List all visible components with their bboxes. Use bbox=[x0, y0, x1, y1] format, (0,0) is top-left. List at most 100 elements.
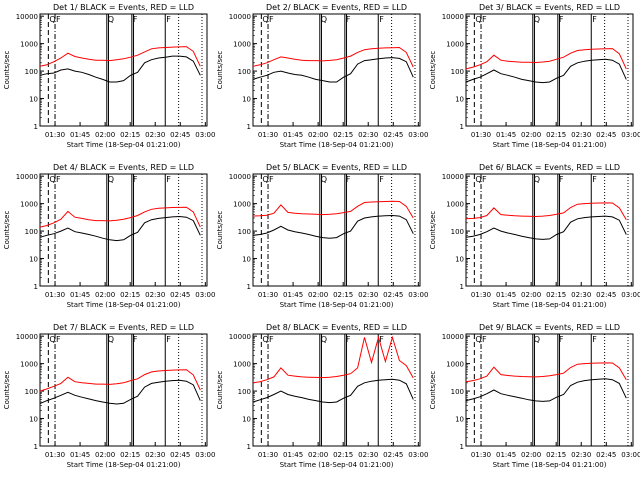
series-lld-line bbox=[252, 335, 414, 384]
y-tick-label: 1000 bbox=[233, 361, 251, 369]
y-tick-label: 100 bbox=[451, 68, 464, 76]
panel-det-5: Det 5/ BLACK = Events, RED = LLD 1 10 100 10… bbox=[216, 163, 428, 309]
flag-label: F bbox=[346, 175, 351, 184]
x-tick-label: 02:15 bbox=[120, 131, 140, 139]
y-tick-label: 1 bbox=[247, 443, 251, 451]
x-tick-label: 02:00 bbox=[95, 291, 115, 299]
x-tick-label: 01:45 bbox=[283, 451, 303, 459]
panel-title: Det 3/ BLACK = Events, RED = LLD bbox=[479, 3, 620, 12]
y-tick-label: 1 bbox=[247, 283, 251, 291]
x-tick-label: 02:15 bbox=[120, 291, 140, 299]
panel-det-3: Det 3/ BLACK = Events, RED = LLD 1 10 100 10… bbox=[429, 3, 640, 149]
y-tick-label: 10000 bbox=[16, 13, 38, 21]
series-events-line bbox=[39, 379, 201, 405]
flag-label: F bbox=[592, 335, 597, 344]
flag-label: F bbox=[482, 335, 487, 344]
series-events-line bbox=[39, 55, 201, 83]
y-axis-label: Counts/sec bbox=[3, 371, 11, 410]
flag-label: F bbox=[379, 335, 384, 344]
y-axis-label: Counts/sec bbox=[429, 51, 437, 90]
x-axis-label: Start Time (18-Sep-04 01:21:00) bbox=[493, 461, 607, 469]
flag-label: F bbox=[133, 15, 138, 24]
x-tick-label: 02:00 bbox=[521, 131, 541, 139]
x-tick-label: 01:30 bbox=[471, 131, 491, 139]
x-tick-label: 02:45 bbox=[383, 291, 403, 299]
x-tick-label: 02:15 bbox=[546, 131, 566, 139]
x-tick-label: 01:45 bbox=[70, 451, 90, 459]
x-tick-label: 01:30 bbox=[258, 291, 278, 299]
flag-label: F bbox=[269, 15, 274, 24]
panel-title: Det 4/ BLACK = Events, RED = LLD bbox=[53, 163, 194, 172]
flag-label: Q bbox=[321, 175, 327, 184]
y-tick-label: 100 bbox=[238, 68, 251, 76]
x-axis-label: Start Time (18-Sep-04 01:21:00) bbox=[67, 461, 181, 469]
x-tick-label: 03:00 bbox=[621, 131, 640, 139]
flag-label: F bbox=[379, 175, 384, 184]
plot-frame bbox=[39, 13, 208, 127]
panel-title: Det 8/ BLACK = Events, RED = LLD bbox=[266, 323, 407, 332]
flag-label: Q bbox=[49, 175, 55, 184]
x-tick-label: 02:30 bbox=[145, 291, 165, 299]
y-axis-label: Counts/sec bbox=[216, 51, 224, 90]
x-tick-label: 02:15 bbox=[333, 131, 353, 139]
x-tick-label: 02:00 bbox=[308, 451, 328, 459]
panel-det-2: Det 2/ BLACK = Events, RED = LLD 1 10 100 10… bbox=[216, 3, 428, 149]
x-tick-label: 03:00 bbox=[195, 451, 215, 459]
x-tick-label: 02:15 bbox=[333, 451, 353, 459]
y-axis-label: Counts/sec bbox=[3, 51, 11, 90]
x-tick-label: 02:00 bbox=[308, 291, 328, 299]
series-events-line bbox=[252, 214, 414, 239]
y-tick-label: 1000 bbox=[20, 201, 38, 209]
x-tick-label: 03:00 bbox=[621, 451, 640, 459]
x-axis-label: Start Time (18-Sep-04 01:21:00) bbox=[67, 301, 181, 309]
y-tick-label: 10 bbox=[242, 96, 251, 104]
flag-label: Q bbox=[262, 15, 268, 24]
plot-frame bbox=[465, 333, 634, 447]
x-tick-label: 02:30 bbox=[358, 131, 378, 139]
x-tick-label: 02:45 bbox=[596, 131, 616, 139]
flag-label: F bbox=[166, 175, 171, 184]
x-tick-label: 02:30 bbox=[571, 291, 591, 299]
y-tick-label: 1 bbox=[460, 283, 464, 291]
y-tick-label: 10 bbox=[29, 96, 38, 104]
series-events-line bbox=[465, 215, 627, 240]
flag-label: Q bbox=[321, 335, 327, 344]
series-lld-line bbox=[465, 202, 627, 220]
flag-label: Q bbox=[262, 335, 268, 344]
y-tick-label: 100 bbox=[451, 388, 464, 396]
x-tick-label: 01:30 bbox=[45, 451, 65, 459]
panel-det-8: Det 8/ BLACK = Events, RED = LLD 1 10 100 10… bbox=[216, 323, 428, 469]
y-tick-label: 10 bbox=[242, 256, 251, 264]
flag-label: F bbox=[269, 335, 274, 344]
series-lld-line bbox=[39, 46, 201, 67]
x-tick-label: 02:15 bbox=[546, 451, 566, 459]
x-axis-label: Start Time (18-Sep-04 01:21:00) bbox=[280, 141, 394, 149]
y-tick-label: 1 bbox=[34, 283, 38, 291]
y-tick-label: 1000 bbox=[233, 201, 251, 209]
panel-det-9: Det 9/ BLACK = Events, RED = LLD 1 10 100 10… bbox=[429, 323, 640, 469]
y-tick-label: 100 bbox=[451, 228, 464, 236]
series-events-line bbox=[39, 215, 201, 242]
flag-label: Q bbox=[534, 15, 540, 24]
series-events-line bbox=[465, 58, 627, 84]
y-tick-label: 1 bbox=[247, 123, 251, 131]
x-tick-label: 01:30 bbox=[45, 291, 65, 299]
y-tick-label: 10 bbox=[29, 256, 38, 264]
y-tick-label: 10000 bbox=[229, 333, 251, 341]
flag-label: F bbox=[559, 335, 564, 344]
flag-label: F bbox=[559, 15, 564, 24]
series-events-line bbox=[252, 378, 414, 404]
y-tick-label: 100 bbox=[25, 388, 38, 396]
y-tick-label: 10 bbox=[29, 416, 38, 424]
y-tick-label: 1000 bbox=[233, 41, 251, 49]
x-tick-label: 01:30 bbox=[45, 131, 65, 139]
series-lld-line bbox=[39, 369, 201, 392]
y-tick-label: 100 bbox=[238, 388, 251, 396]
flag-label: Q bbox=[321, 15, 327, 24]
y-tick-label: 1000 bbox=[446, 201, 464, 209]
series-lld-line bbox=[465, 362, 627, 383]
x-tick-label: 01:30 bbox=[471, 451, 491, 459]
y-tick-label: 10 bbox=[242, 416, 251, 424]
y-tick-label: 1 bbox=[460, 123, 464, 131]
x-tick-label: 02:45 bbox=[596, 291, 616, 299]
